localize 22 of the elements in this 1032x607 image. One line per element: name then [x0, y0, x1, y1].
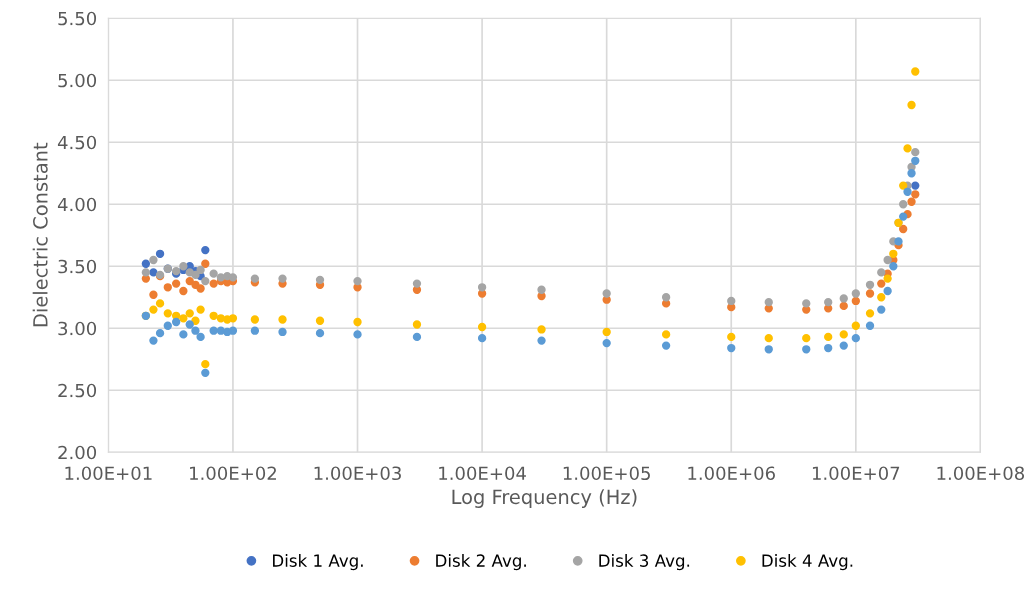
y-tick-label: 5.50: [58, 11, 97, 26]
x-tick-label: 1.00E+02: [190, 466, 276, 481]
x-tick-label: 1.00E+06: [688, 466, 775, 481]
y-axis-title: Dielectric Constant: [32, 142, 48, 327]
x-tick-label: 1.00E+04: [439, 466, 526, 481]
y-tick-label: 4.00: [57, 197, 97, 212]
legend-label: Disk 2 Avg.: [436, 554, 526, 571]
legend-label: Disk 4 Avg.: [762, 554, 853, 571]
y-tick-label: 4.50: [57, 135, 97, 150]
y-tick-label: 3.00: [58, 321, 97, 336]
x-tick-label: 1.00E+01: [65, 466, 152, 481]
y-tick-label: 5.00: [58, 73, 97, 88]
legend-label: Disk 1 Avg.: [273, 554, 363, 571]
legend-label: Disk 3 Avg.: [599, 554, 690, 571]
y-tick-label: 2.50: [58, 383, 97, 398]
x-tick-label: 1.00E+08: [937, 466, 1025, 481]
y-tick-label: 3.50: [58, 259, 97, 274]
x-axis-title: Log Frequency (Hz): [452, 489, 637, 508]
x-tick-label: 1.00E+03: [314, 466, 401, 481]
y-tick-label: 2.00: [58, 445, 97, 460]
x-tick-label: 1.00E+07: [812, 466, 900, 481]
x-tick-label: 1.00E+05: [563, 466, 650, 481]
